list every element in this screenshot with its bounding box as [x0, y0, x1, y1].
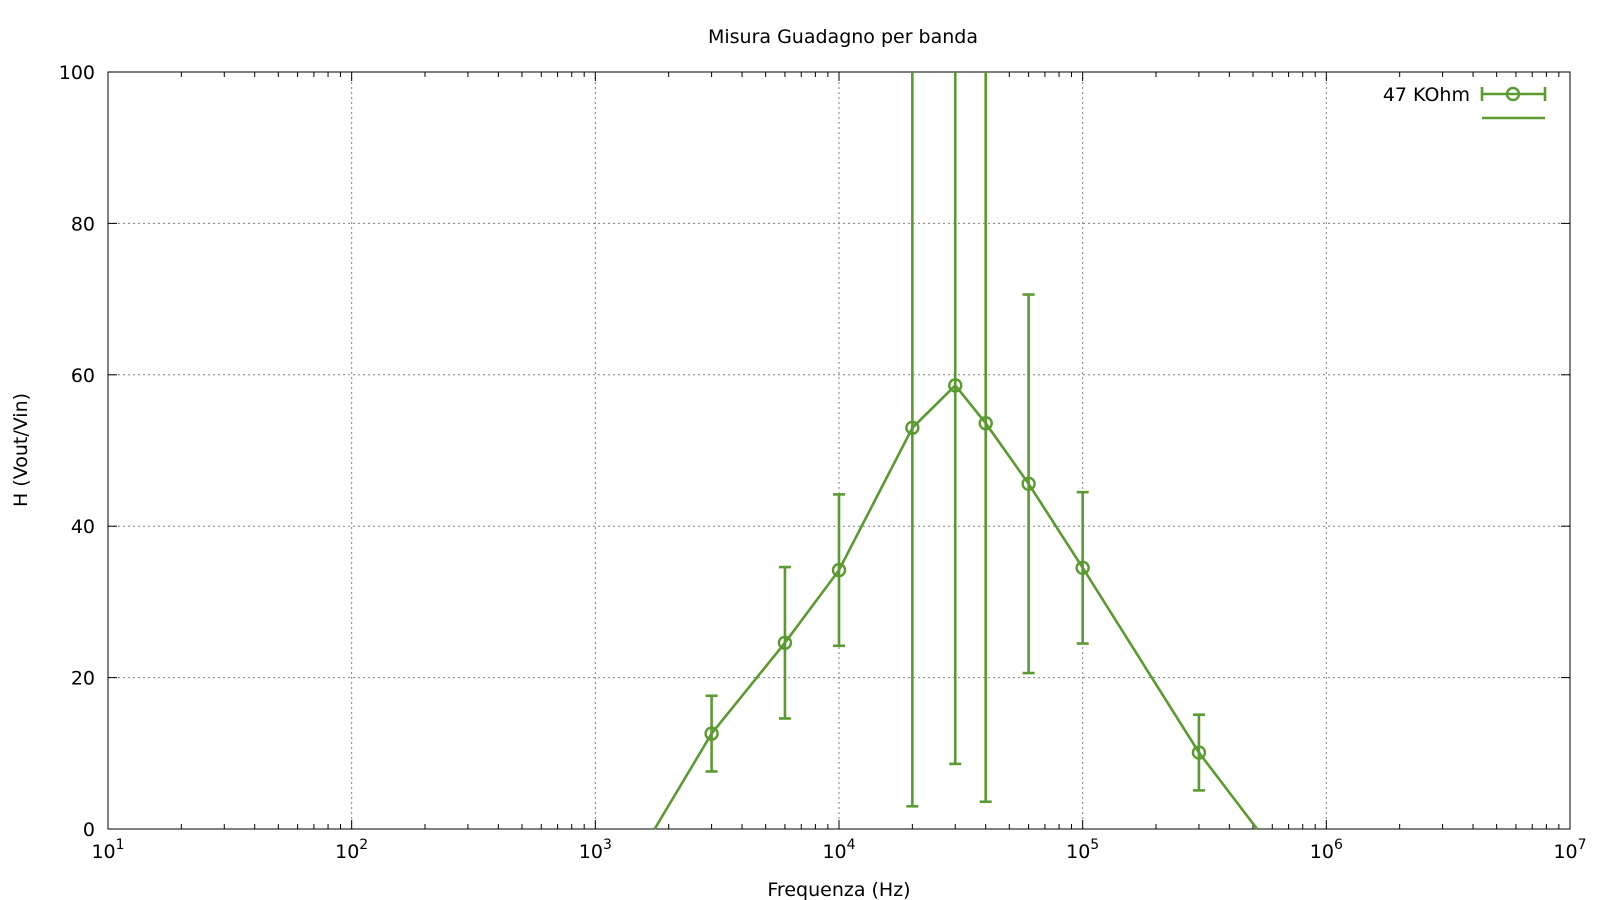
- x-axis-label: Frequenza (Hz): [767, 879, 910, 900]
- y-tick-label: 100: [59, 62, 95, 84]
- x-tick-exponent: 4: [847, 837, 856, 853]
- x-tick-label: 106: [1310, 837, 1343, 863]
- x-tick-base: 10: [1066, 841, 1090, 863]
- x-tick-labels: 101 102 103 104 105 106 107: [91, 837, 1586, 863]
- x-tick-base: 10: [91, 841, 115, 863]
- chart-title: Misura Guadagno per banda: [708, 26, 978, 48]
- plot-area: [653, 72, 1259, 830]
- x-tick-base: 10: [1310, 841, 1334, 863]
- data-point: [978, 416, 993, 431]
- y-tick-label: 0: [83, 819, 95, 841]
- x-tick-label: 105: [1066, 837, 1099, 863]
- x-tick-label: 101: [91, 837, 124, 863]
- y-tick-label: 20: [71, 668, 95, 690]
- x-tick-exponent: 5: [1090, 837, 1099, 853]
- y-axis-label: H (Vout/Vin): [10, 393, 32, 507]
- y-tick-label: 60: [71, 365, 95, 387]
- x-tick-base: 10: [335, 841, 359, 863]
- data-point: [704, 726, 719, 741]
- x-tick-base: 10: [822, 841, 846, 863]
- x-tick-exponent: 6: [1334, 837, 1343, 853]
- grid: [108, 72, 1570, 829]
- data-point: [1021, 476, 1036, 492]
- y-tick-label: 40: [71, 516, 95, 538]
- legend: 47 KOhm: [1383, 84, 1547, 120]
- legend-point: [1505, 86, 1521, 102]
- x-tick-base: 10: [579, 841, 603, 863]
- x-tick-label: 103: [579, 837, 612, 863]
- legend-symbol-errorbars: [1480, 86, 1547, 102]
- x-tick-label: 102: [335, 837, 368, 863]
- legend-label-47kohm: 47 KOhm: [1383, 84, 1470, 106]
- y-tick-labels: 0 20 40 60 80 100: [59, 62, 95, 841]
- data-point: [831, 562, 847, 578]
- x-tick-label: 107: [1553, 837, 1586, 863]
- x-tick-exponent: 7: [1578, 837, 1587, 853]
- y-tick-label: 80: [71, 213, 95, 235]
- x-tick-label: 104: [822, 837, 855, 863]
- plot-frame: [107, 71, 1571, 830]
- data-point: [905, 420, 920, 435]
- data-point: [948, 378, 963, 393]
- data-point: [777, 635, 793, 650]
- x-tick-exponent: 3: [603, 837, 612, 853]
- data-point: [1075, 560, 1090, 576]
- x-tick-exponent: 1: [116, 837, 125, 853]
- data-point: [1191, 745, 1207, 760]
- axis-ticks: [107, 71, 1571, 830]
- x-tick-base: 10: [1553, 841, 1577, 863]
- x-tick-exponent: 2: [359, 837, 368, 853]
